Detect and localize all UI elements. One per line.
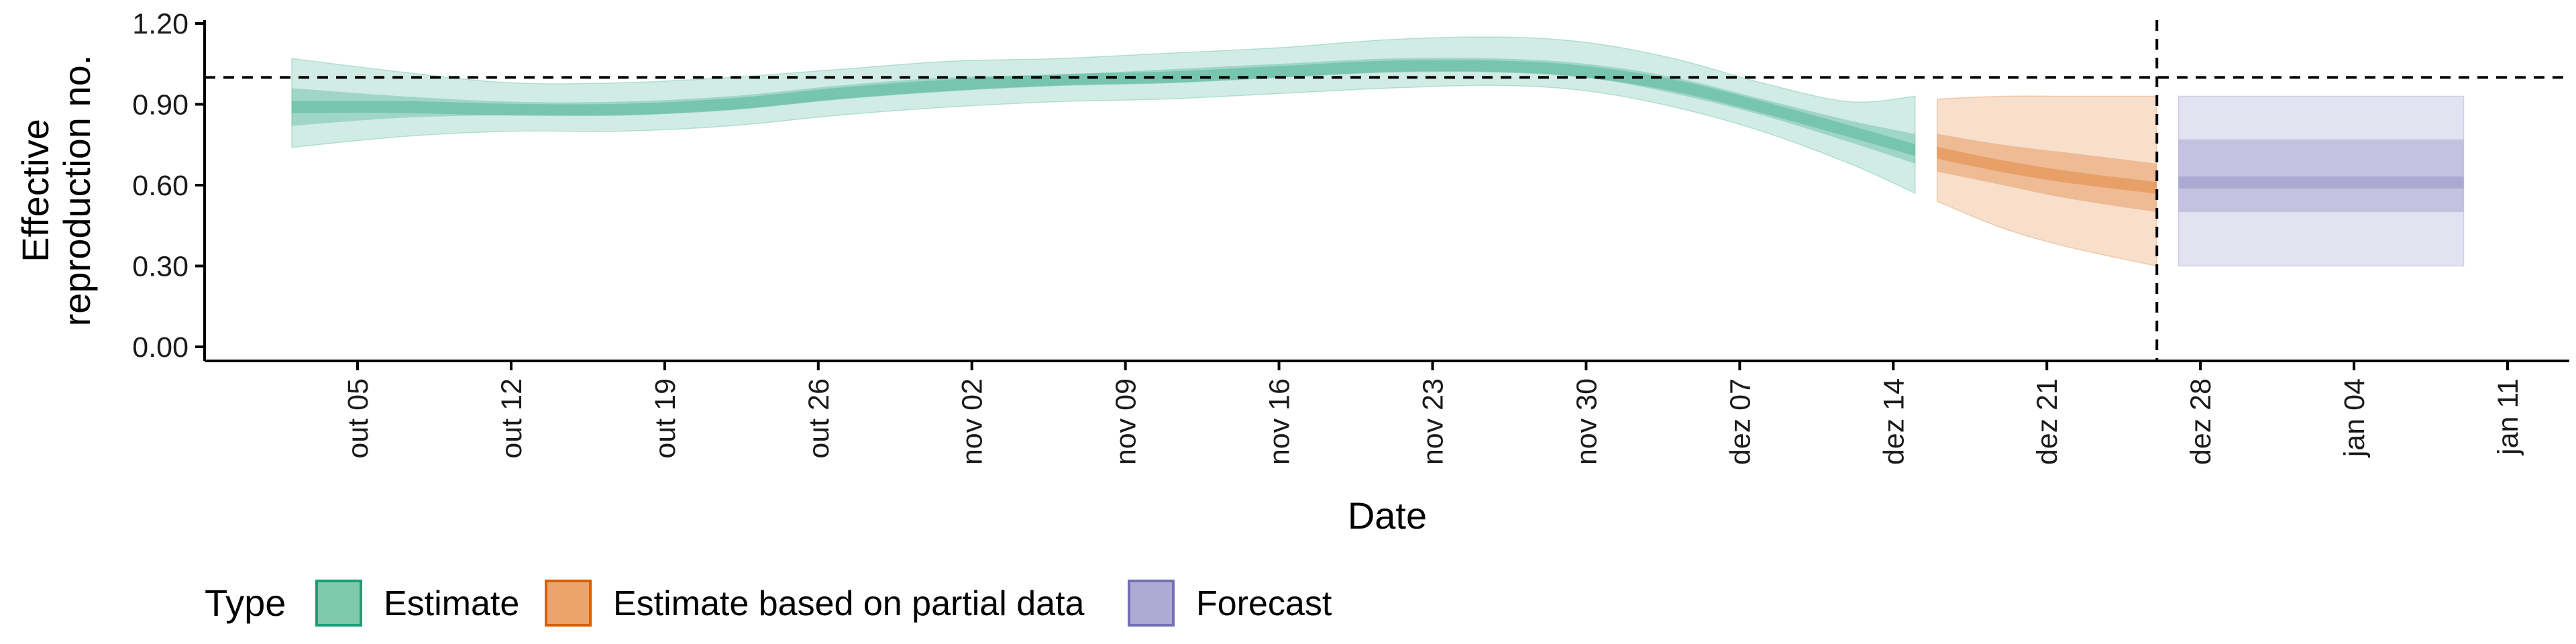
series-forecast	[2178, 95, 2465, 267]
x-tick-label: dez 14	[1878, 378, 1910, 465]
x-tick-label: out 19	[649, 378, 682, 459]
x-tick-label: out 26	[803, 378, 835, 459]
legend: Type Estimate Estimate based on partial d…	[205, 580, 1332, 627]
x-tick-label: nov 09	[1110, 378, 1142, 465]
band-50	[2178, 139, 2464, 213]
median-band	[291, 60, 1915, 156]
band-90	[2178, 95, 2465, 267]
legend-label: Estimate	[384, 584, 519, 623]
x-axis-title: Date	[1348, 494, 1427, 537]
axes	[203, 20, 2569, 362]
band-50	[1937, 133, 2157, 213]
x-tick-label: out 12	[496, 378, 528, 459]
y-axis-title-line-2: reproduction no.	[56, 55, 98, 327]
legend-label: Forecast	[1196, 584, 1332, 623]
x-tick-label: dez 07	[1724, 378, 1756, 465]
x-tick-label: jan 04	[2339, 378, 2371, 458]
y-tick-label: 0.00	[132, 331, 189, 364]
median-band	[1937, 146, 2157, 194]
y-tick-label: 1.20	[132, 8, 189, 40]
legend-title: Type	[205, 582, 286, 624]
x-tick-label: nov 23	[1417, 378, 1450, 465]
x-tick-label: dez 28	[2185, 378, 2217, 465]
series-estimate-based-on-partial-data	[1936, 95, 2157, 267]
x-tick-label: out 05	[342, 378, 374, 459]
legend-swatch	[545, 580, 592, 627]
band-90	[291, 36, 1916, 195]
y-axis-ticks: 0.00 0.30 0.60 0.90 1.20	[132, 8, 205, 364]
series-estimate	[291, 36, 1916, 195]
y-axis-title-line-1: Effective	[14, 119, 56, 262]
x-axis-ticks: out 05 out 12 out 19 out 26 nov 02 nov 09 nov …	[342, 361, 2524, 465]
band-50	[291, 58, 1915, 164]
plot-area	[205, 20, 2569, 361]
median-band	[2178, 176, 2464, 189]
y-axis-title: Effective reproduction no.	[14, 55, 98, 327]
legend-swatch	[1128, 580, 1175, 627]
y-tick-label: 0.90	[132, 89, 189, 121]
legend-label: Estimate based on partial data	[613, 584, 1085, 623]
x-tick-label: jan 11	[2492, 378, 2524, 456]
y-tick-label: 0.30	[132, 251, 189, 283]
x-tick-label: nov 30	[1570, 378, 1603, 465]
x-tick-label: nov 16	[1264, 378, 1296, 465]
y-tick-label: 0.60	[132, 170, 189, 202]
x-tick-label: nov 02	[957, 378, 989, 465]
legend-swatch	[315, 580, 362, 627]
x-tick-label: dez 21	[2031, 378, 2063, 465]
